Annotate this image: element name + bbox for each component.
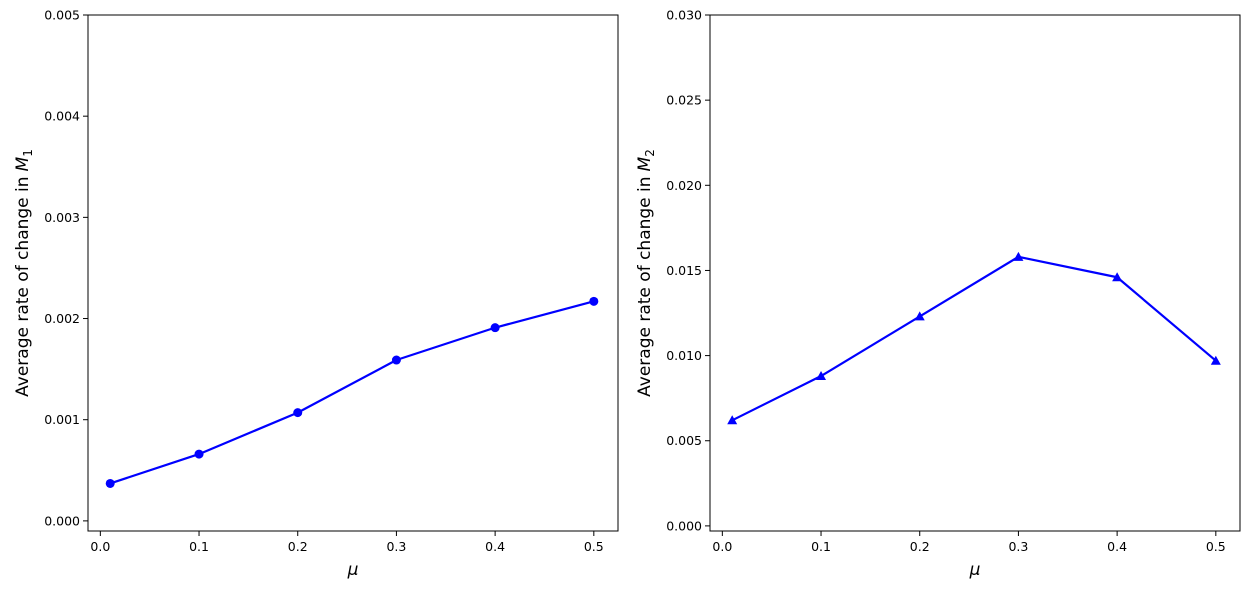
y-axis-label-subscript: 1 [21,149,35,157]
x-tick-label: 0.1 [811,539,831,554]
data-point [914,311,925,321]
chart-panel-1: 0.0 0.1 0.2 0.3 0.4 0.5 0.000 0.001 0.002 0.003 0.… [13,8,619,580]
x-tick-label: 0.3 [1008,539,1028,554]
data-point [194,449,204,459]
plot-frame [709,14,1241,532]
x-axis-label: μ [347,560,359,580]
data-point [391,355,401,365]
y-tick-label: 0.030 [666,8,702,23]
y-tick-label: 0.005 [666,433,702,448]
x-tick-label: 0.5 [1206,539,1226,554]
y-tick-label: 0.003 [44,210,80,225]
chart-panel-2: 0.0 0.1 0.2 0.3 0.4 0.5 0.000 0.005 0.010 0.015 0.… [635,8,1241,580]
data-point [293,408,303,418]
x-tick-label: 0.4 [1107,539,1127,554]
y-tick-label: 0.004 [44,109,80,124]
y-axis-label-text: Average rate of change in [13,176,33,396]
data-point [490,323,500,333]
data-point [105,478,115,488]
data-point [1210,355,1221,365]
x-tick-label: 0.4 [485,539,505,554]
y-tick-label: 0.000 [44,513,80,528]
data-point [727,415,738,425]
series-line [109,300,595,485]
x-tick-label: 0.0 [712,539,732,554]
x-tick-label: 0.5 [584,539,604,554]
data-point [589,296,599,306]
data-point [1112,272,1123,282]
data-point [816,371,827,381]
x-tick-label: 0.2 [910,539,930,554]
y-tick-label: 0.002 [44,311,80,326]
x-tick-label: 0.2 [288,539,308,554]
plot-frame [87,14,619,532]
y-axis-label-subscript: 2 [643,149,657,157]
x-tick-label: 0.1 [189,539,209,554]
x-tick-label: 0.0 [90,539,110,554]
x-tick-label: 0.3 [386,539,406,554]
y-tick-label: 0.015 [666,263,702,278]
data-point [1013,251,1024,261]
y-axis-label-symbol: M [13,156,33,171]
y-axis-label: Average rate of change in M2 [635,149,657,397]
y-tick-label: 0.020 [666,178,702,193]
y-tick-label: 0.010 [666,348,702,363]
y-tick-label: 0.000 [666,518,702,533]
series-line [731,255,1217,422]
y-axis-label-text: Average rate of change in [635,176,655,396]
x-axis-label: μ [969,560,981,580]
y-tick-label: 0.025 [666,93,702,108]
y-axis-label-symbol: M [635,156,655,171]
y-tick-label: 0.005 [44,8,80,23]
y-axis-label: Average rate of change in M1 [13,149,35,397]
y-tick-label: 0.001 [44,412,80,427]
